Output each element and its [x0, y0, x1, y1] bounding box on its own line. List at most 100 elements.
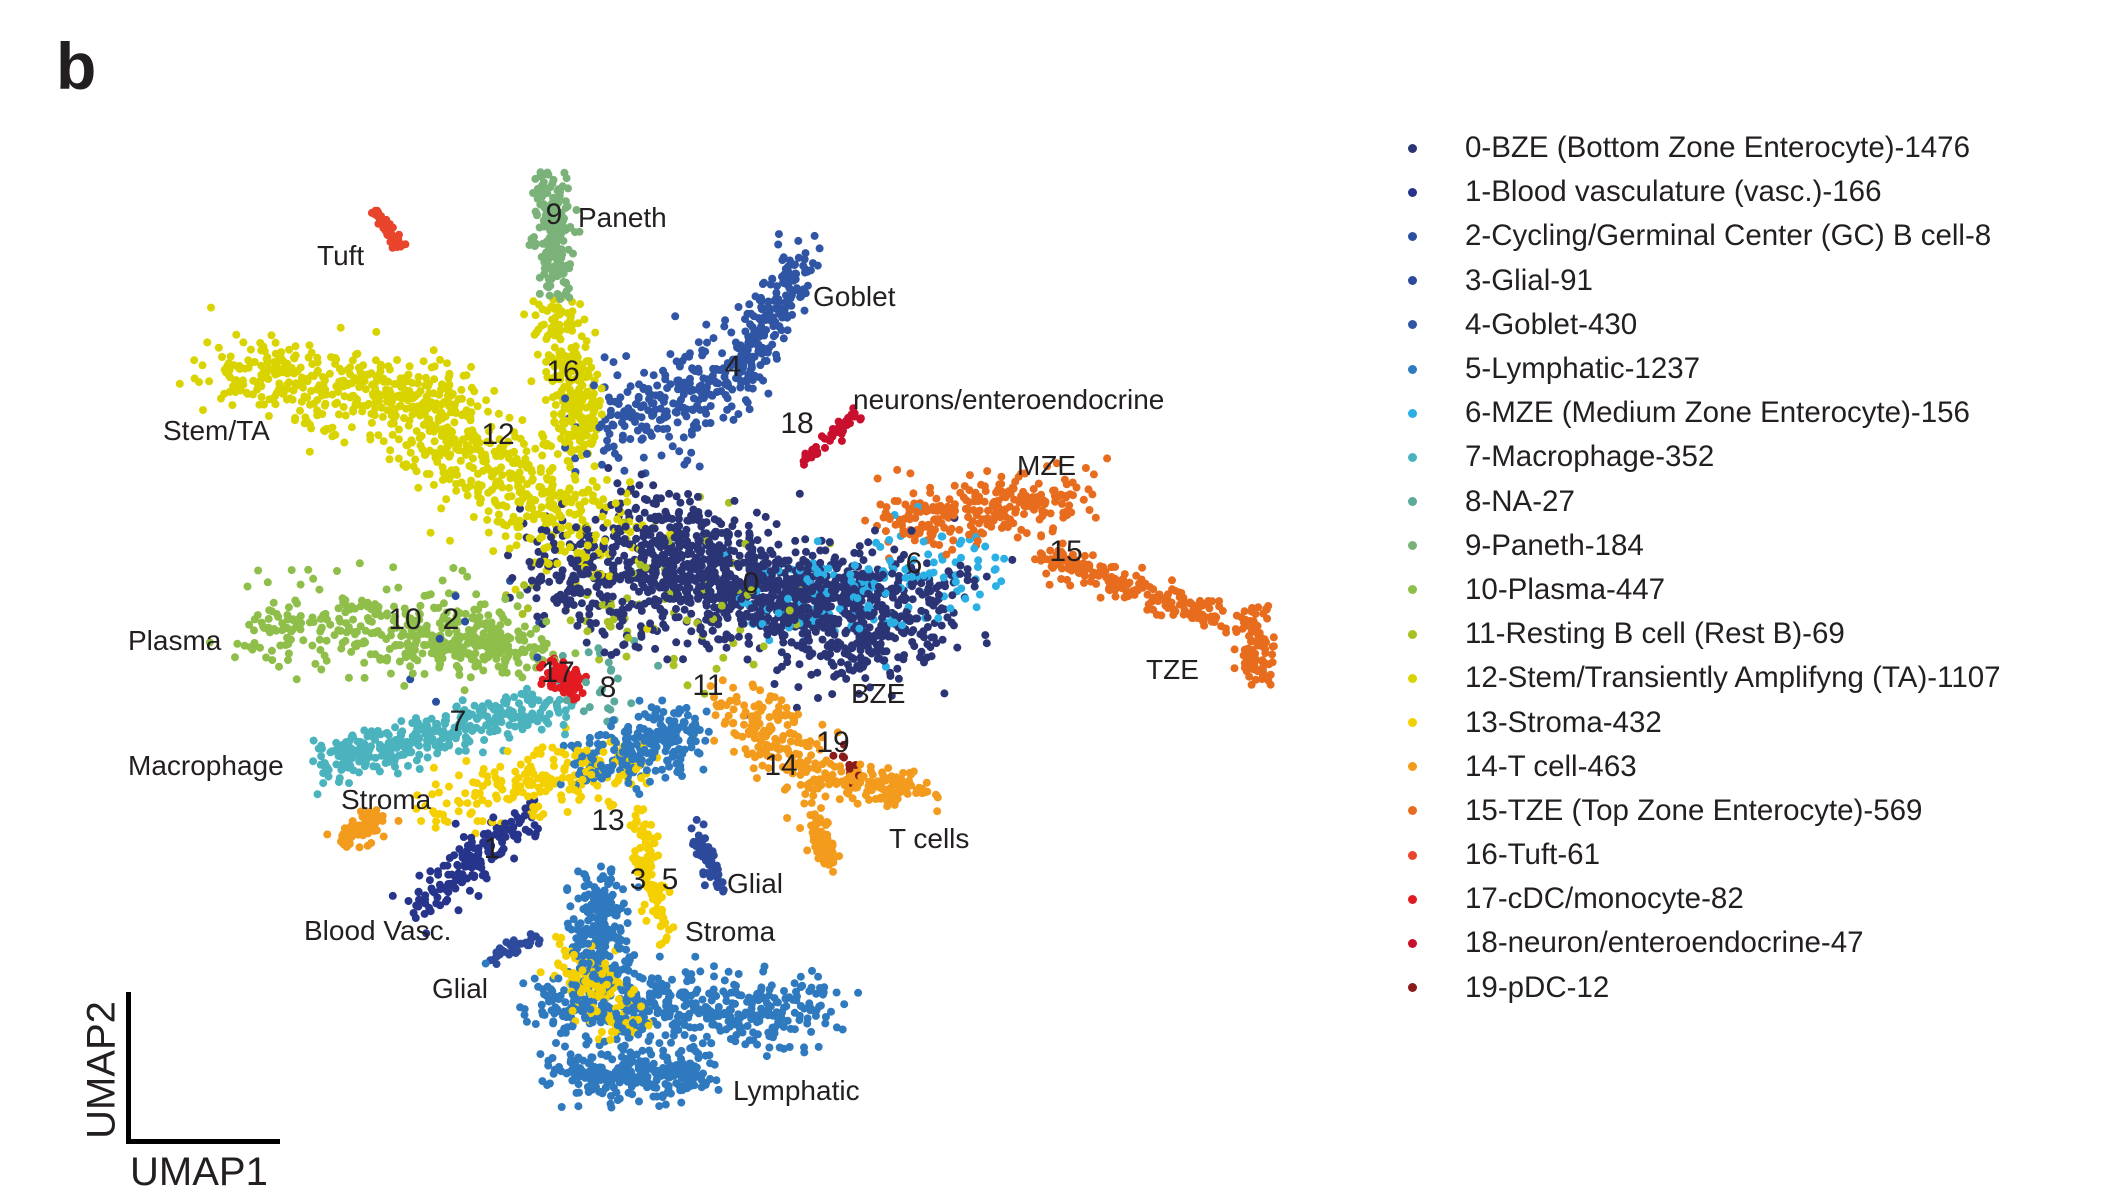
- cell-point-cluster-0: [583, 588, 592, 596]
- cell-point-cluster-0: [963, 565, 972, 574]
- cell-point-cluster-13: [536, 968, 545, 977]
- cell-point-cluster-12: [467, 383, 476, 392]
- cell-point-cluster-13: [412, 804, 421, 813]
- cell-point-cluster-0: [890, 545, 899, 554]
- cell-point-cluster-10: [438, 576, 447, 585]
- cell-point-cluster-0: [618, 597, 627, 606]
- cell-point-cluster-10: [268, 656, 277, 665]
- cell-point-cluster-12: [412, 427, 421, 436]
- cell-point-cluster-0: [620, 551, 629, 560]
- cell-point-cluster-14: [868, 770, 877, 779]
- cell-point-cluster-5: [757, 983, 766, 992]
- cell-point-cluster-8: [579, 707, 588, 716]
- cell-point-cluster-14: [765, 713, 774, 722]
- cell-point-cluster-12: [198, 361, 207, 370]
- cell-point-cluster-0: [908, 582, 917, 591]
- cell-point-cluster-5: [539, 985, 548, 994]
- cell-point-cluster-10: [333, 567, 341, 575]
- cell-point-cluster-15: [1013, 533, 1022, 542]
- cell-point-cluster-0: [672, 604, 680, 613]
- cell-point-cluster-4: [659, 425, 668, 434]
- cell-point-cluster-10: [422, 621, 431, 630]
- cell-point-cluster-0: [637, 470, 646, 479]
- cell-point-cluster-12: [250, 358, 259, 366]
- cell-point-cluster-0: [661, 623, 670, 632]
- cell-point-cluster-12: [331, 354, 340, 362]
- cell-point-cluster-7: [314, 744, 323, 753]
- cell-point-cluster-4: [701, 347, 710, 356]
- cell-point-cluster-5: [557, 1103, 566, 1111]
- cell-point-cluster-12: [175, 379, 184, 388]
- cell-point-cluster-10: [264, 614, 273, 623]
- cell-point-cluster-0: [816, 546, 825, 555]
- cell-point-cluster-12: [494, 510, 503, 519]
- cell-point-cluster-10: [396, 641, 405, 650]
- cell-point-cluster-6: [981, 542, 990, 551]
- cell-point-cluster-10: [299, 636, 308, 645]
- cell-point-cluster-5: [594, 731, 603, 740]
- cell-point-cluster-4: [695, 462, 704, 471]
- cell-point-cluster-12: [214, 343, 223, 352]
- cell-point-cluster-12: [533, 350, 542, 359]
- cell-point-cluster-11: [669, 661, 678, 670]
- cell-point-cluster-0: [816, 652, 825, 661]
- cell-point-cluster-4: [620, 466, 629, 475]
- cell-point-cluster-10: [537, 635, 546, 643]
- cell-point-cluster-6: [957, 553, 965, 562]
- cell-point-cluster-6: [973, 563, 982, 572]
- cell-point-cluster-0: [913, 614, 922, 623]
- cell-point-cluster-0: [635, 481, 644, 490]
- cell-point-cluster-0: [625, 540, 634, 549]
- cell-point-cluster-5: [689, 1034, 698, 1043]
- cell-point-cluster-5: [706, 1059, 715, 1068]
- cell-point-cluster-12: [531, 444, 540, 453]
- cell-point-cluster-10: [542, 617, 551, 626]
- cell-point-cluster-0: [710, 603, 719, 612]
- cell-point-cluster-5: [628, 1090, 637, 1099]
- cell-point-cluster-4: [747, 363, 756, 372]
- cell-point-cluster-5: [705, 1051, 714, 1060]
- cell-point-cluster-5: [597, 1050, 606, 1059]
- cell-point-cluster-5: [652, 705, 661, 714]
- cell-point-cluster-0: [795, 660, 804, 669]
- cell-point-cluster-13: [484, 799, 493, 808]
- cell-point-cluster-7: [423, 743, 432, 752]
- cell-point-cluster-12: [398, 381, 407, 390]
- cell-point-cluster-5: [563, 886, 572, 895]
- cell-point-cluster-7: [313, 790, 322, 799]
- cell-point-cluster-12: [536, 464, 545, 473]
- cell-point-cluster-10: [292, 675, 301, 684]
- cell-point-cluster-10: [514, 669, 523, 678]
- cell-point-cluster-14: [710, 736, 719, 745]
- cell-point-cluster-13: [639, 805, 648, 814]
- cell-point-cluster-10: [279, 623, 288, 632]
- cell-point-cluster-5: [617, 1043, 626, 1052]
- cell-point-cluster-12: [450, 418, 459, 427]
- cell-point-cluster-1: [434, 870, 443, 879]
- cell-point-cluster-1: [443, 895, 452, 904]
- cell-point-cluster-15: [1058, 499, 1066, 508]
- cell-point-cluster-0: [813, 668, 822, 677]
- cell-point-cluster-13: [445, 782, 453, 791]
- cell-point-cluster-5: [554, 974, 563, 983]
- cell-point-cluster-4: [785, 284, 794, 293]
- cell-point-cluster-9: [545, 291, 554, 300]
- cell-point-cluster-13: [431, 780, 440, 789]
- cell-point-cluster-1: [459, 833, 468, 841]
- cell-point-cluster-0: [687, 609, 696, 618]
- cell-point-cluster-0: [600, 648, 609, 657]
- cell-point-cluster-18: [821, 443, 829, 452]
- cell-point-cluster-2: [451, 592, 460, 601]
- cell-point-cluster-14: [796, 824, 805, 833]
- cell-point-cluster-12: [384, 362, 393, 371]
- cell-point-cluster-12: [535, 482, 544, 491]
- cell-point-cluster-5: [623, 919, 632, 928]
- cell-point-cluster-14: [803, 846, 812, 855]
- cell-point-cluster-5: [762, 1052, 771, 1061]
- cell-point-cluster-7: [423, 753, 432, 762]
- cell-point-cluster-5: [668, 975, 676, 984]
- cell-point-cluster-5: [655, 952, 664, 961]
- cell-point-cluster-10: [412, 636, 421, 645]
- cell-point-cluster-13: [511, 767, 520, 776]
- cell-point-cluster-7: [537, 725, 546, 734]
